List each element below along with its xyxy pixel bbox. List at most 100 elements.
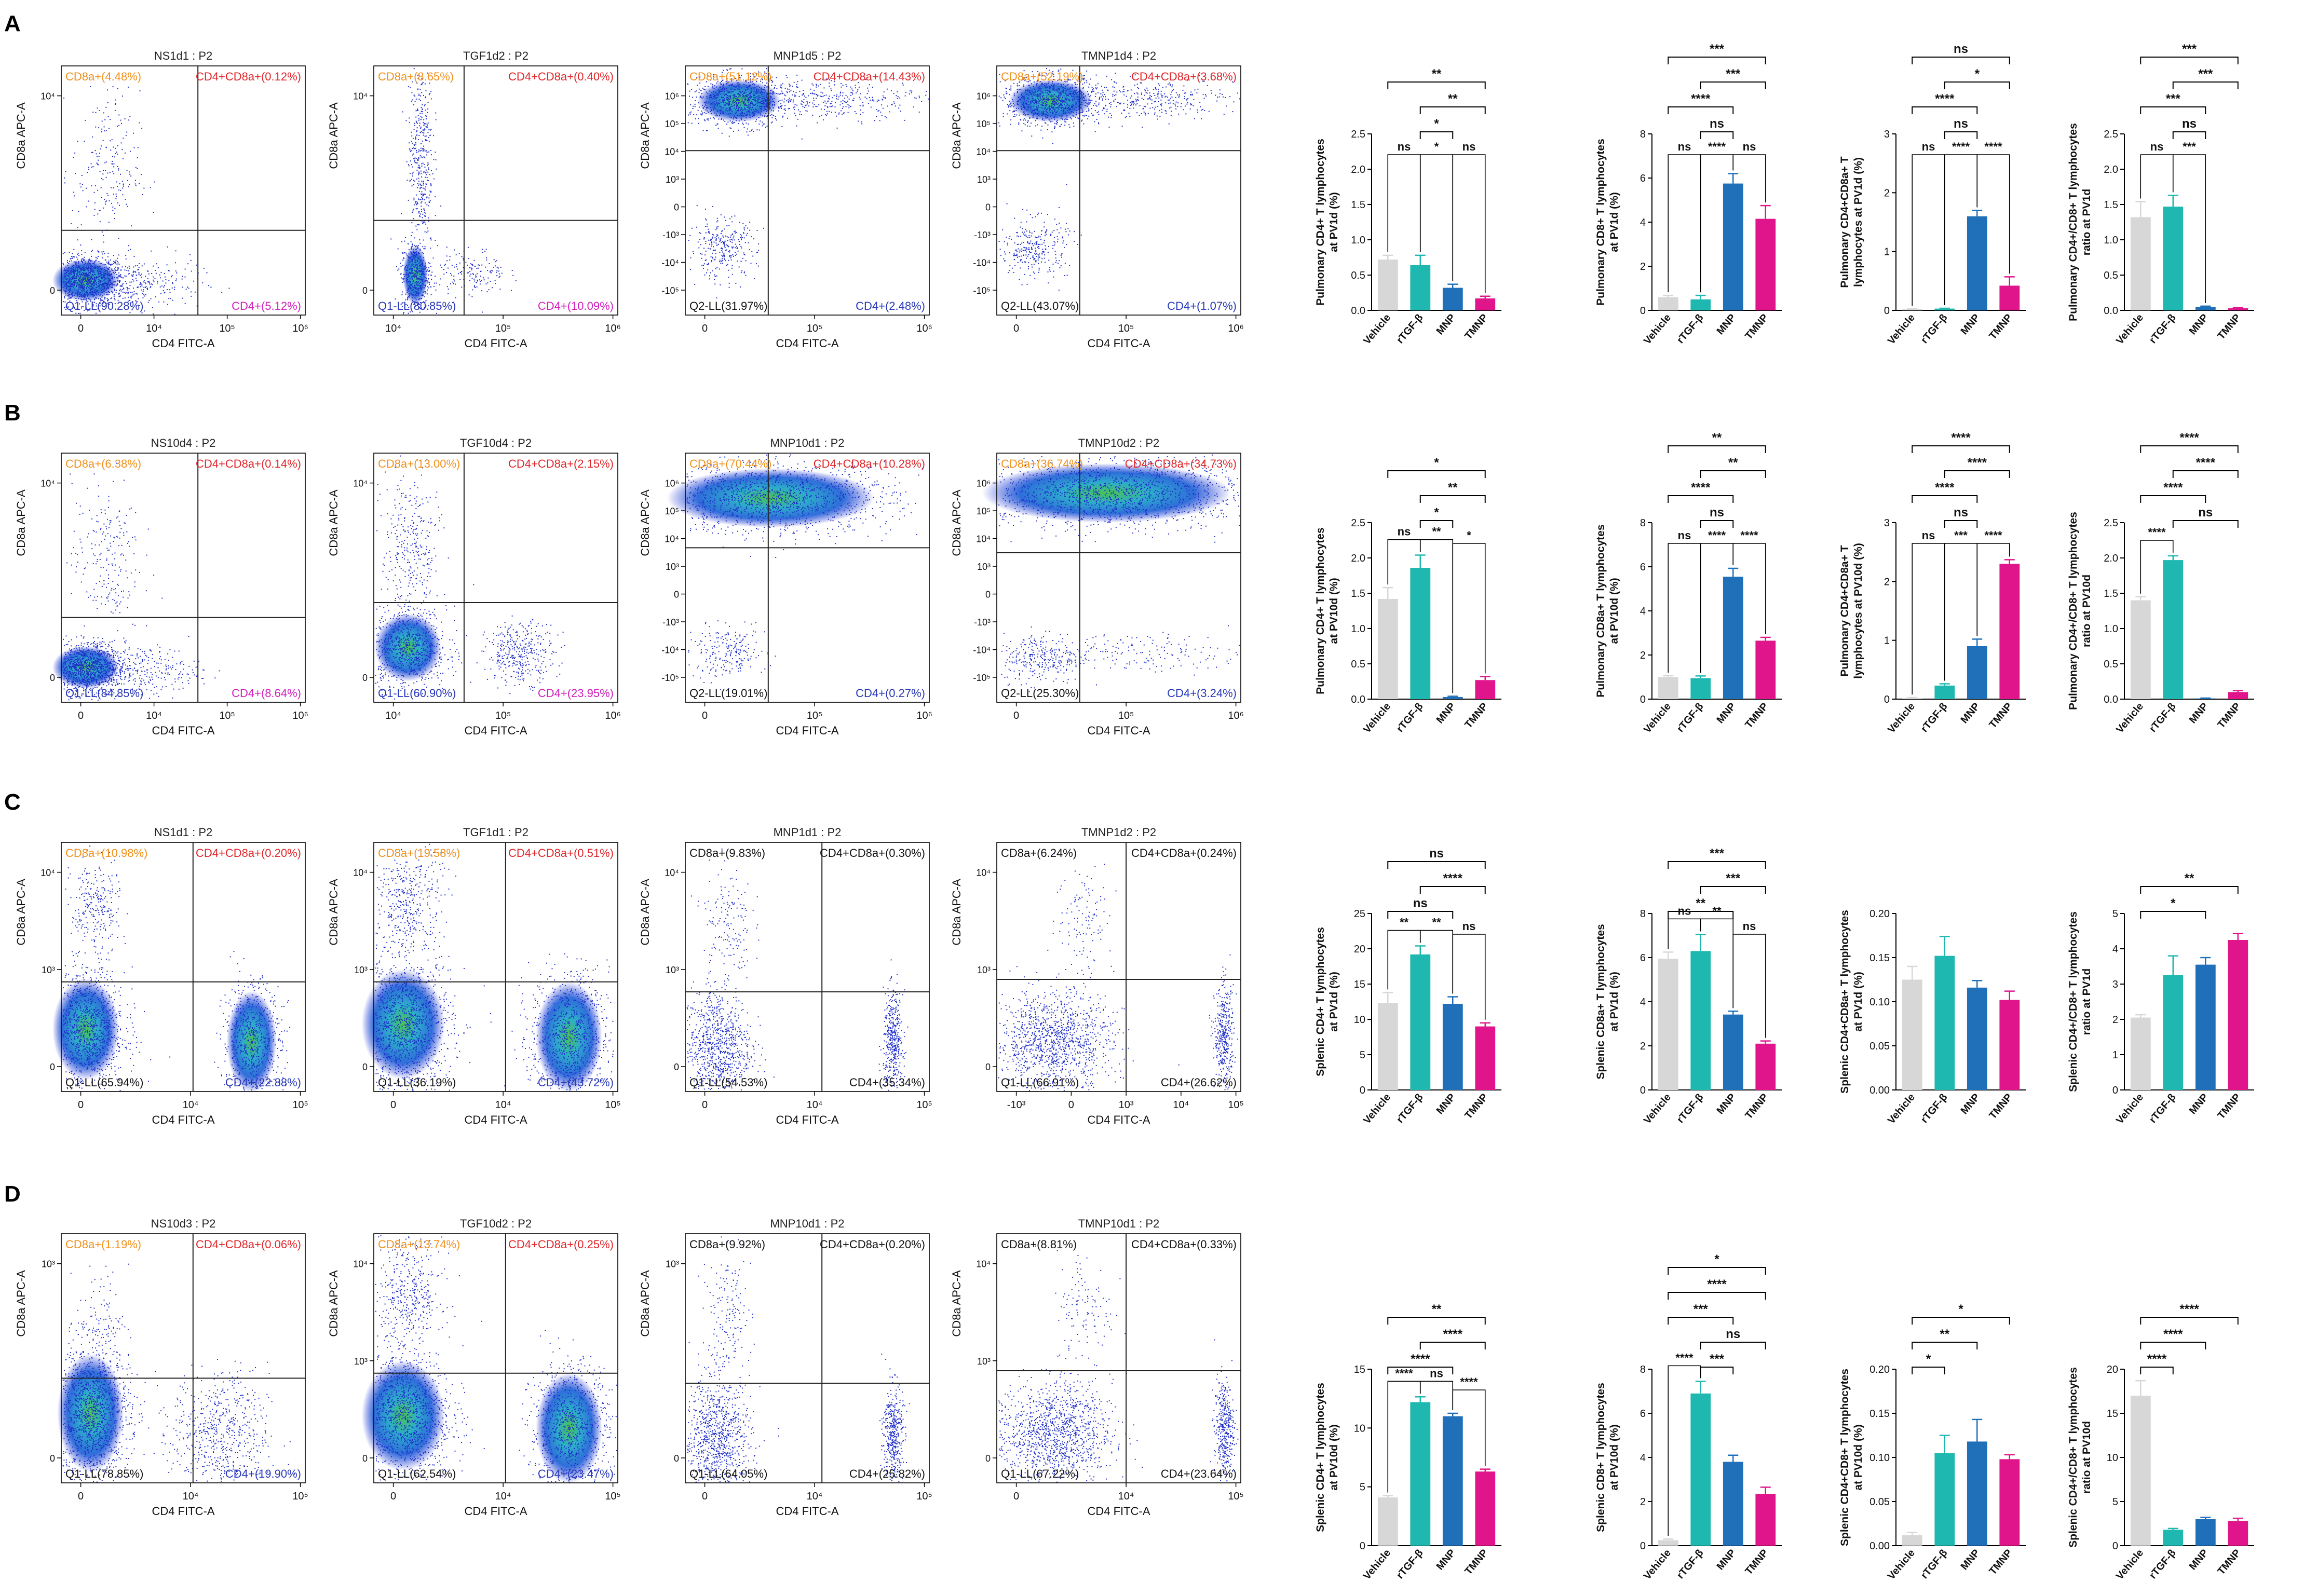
event-dot [125, 281, 126, 282]
event-dot [72, 283, 73, 284]
event-dot [107, 292, 109, 293]
event-dot [106, 268, 107, 269]
event-dot [84, 293, 85, 294]
event-dot [117, 258, 118, 259]
event-dot [88, 261, 89, 262]
event-dot [92, 293, 93, 294]
event-dot [107, 271, 108, 272]
event-dot [69, 261, 70, 262]
event-dot [103, 277, 104, 278]
event-dot [77, 296, 78, 297]
event-dot [90, 264, 91, 265]
event-dot [130, 292, 131, 293]
event-dot [92, 294, 93, 295]
event-dot [105, 278, 106, 279]
event-dot [104, 286, 105, 287]
event-dot [104, 264, 105, 265]
event-dot [88, 280, 89, 281]
event-dot [112, 292, 113, 293]
event-dot [64, 268, 65, 269]
event-dot [63, 253, 64, 254]
event-dot [79, 280, 80, 281]
event-dot [99, 280, 100, 281]
event-dot [142, 265, 143, 266]
event-dot [88, 281, 89, 282]
event-dot [77, 254, 78, 255]
event-dot [83, 259, 84, 260]
event-dot [90, 276, 91, 277]
event-dot [72, 292, 73, 293]
event-dot [82, 258, 83, 259]
event-dot [139, 284, 140, 285]
event-dot [89, 286, 90, 287]
event-dot [108, 281, 109, 282]
event-dot [84, 260, 85, 261]
event-dot [71, 281, 72, 282]
event-dot [101, 290, 102, 291]
event-dot [125, 276, 126, 277]
event-dot [97, 258, 98, 259]
event-dot [98, 256, 99, 257]
event-dot [118, 254, 119, 255]
event-dot [118, 296, 119, 297]
event-dot [77, 259, 78, 260]
event-dot [112, 291, 113, 292]
event-dot [87, 293, 88, 294]
event-dot [70, 258, 71, 260]
event-dot [64, 273, 65, 274]
event-dot [87, 290, 88, 291]
event-dot [99, 269, 100, 270]
event-dot [119, 280, 120, 281]
event-dot [125, 255, 126, 256]
event-dot [116, 274, 117, 275]
event-dot [93, 267, 94, 268]
event-dot [92, 283, 93, 284]
event-dot [114, 273, 115, 274]
event-dot [115, 269, 116, 270]
event-dot [64, 282, 65, 283]
event-dot [113, 263, 114, 264]
event-dot [100, 298, 101, 299]
event-dot [81, 261, 82, 262]
event-dot [74, 289, 75, 290]
event-dot [108, 288, 109, 289]
event-dot [72, 253, 73, 254]
event-dot [102, 289, 103, 290]
event-dot [98, 281, 99, 282]
event-dot [107, 298, 108, 299]
event-dot [116, 292, 117, 293]
event-dot [63, 287, 64, 288]
event-dot [77, 295, 78, 296]
event-dot [110, 284, 111, 285]
event-dot [122, 284, 123, 285]
event-dot [117, 283, 118, 284]
event-dot [84, 264, 85, 265]
event-dot [110, 279, 111, 280]
event-dot [67, 286, 69, 287]
event-dot [101, 284, 102, 285]
event-dot [83, 296, 84, 297]
event-dot [71, 279, 72, 280]
event-dot [86, 281, 87, 282]
event-dot [91, 256, 92, 257]
event-dot [65, 270, 66, 271]
event-dot [69, 270, 70, 271]
event-dot [104, 288, 105, 289]
event-dot [100, 295, 101, 296]
event-dot [89, 260, 90, 261]
event-dot [191, 291, 192, 292]
event-dot [69, 286, 70, 287]
event-dot [101, 287, 102, 288]
event-dot [126, 283, 127, 284]
event-dot [83, 279, 84, 280]
event-dot [113, 272, 114, 273]
event-dot [94, 291, 95, 292]
event-dot [103, 284, 104, 285]
event-dot [89, 283, 90, 284]
event-dot [73, 267, 74, 268]
event-dot [103, 276, 104, 277]
event-dot [109, 267, 110, 268]
event-dot [83, 270, 84, 271]
event-dot [67, 271, 69, 272]
event-dot [76, 276, 77, 277]
